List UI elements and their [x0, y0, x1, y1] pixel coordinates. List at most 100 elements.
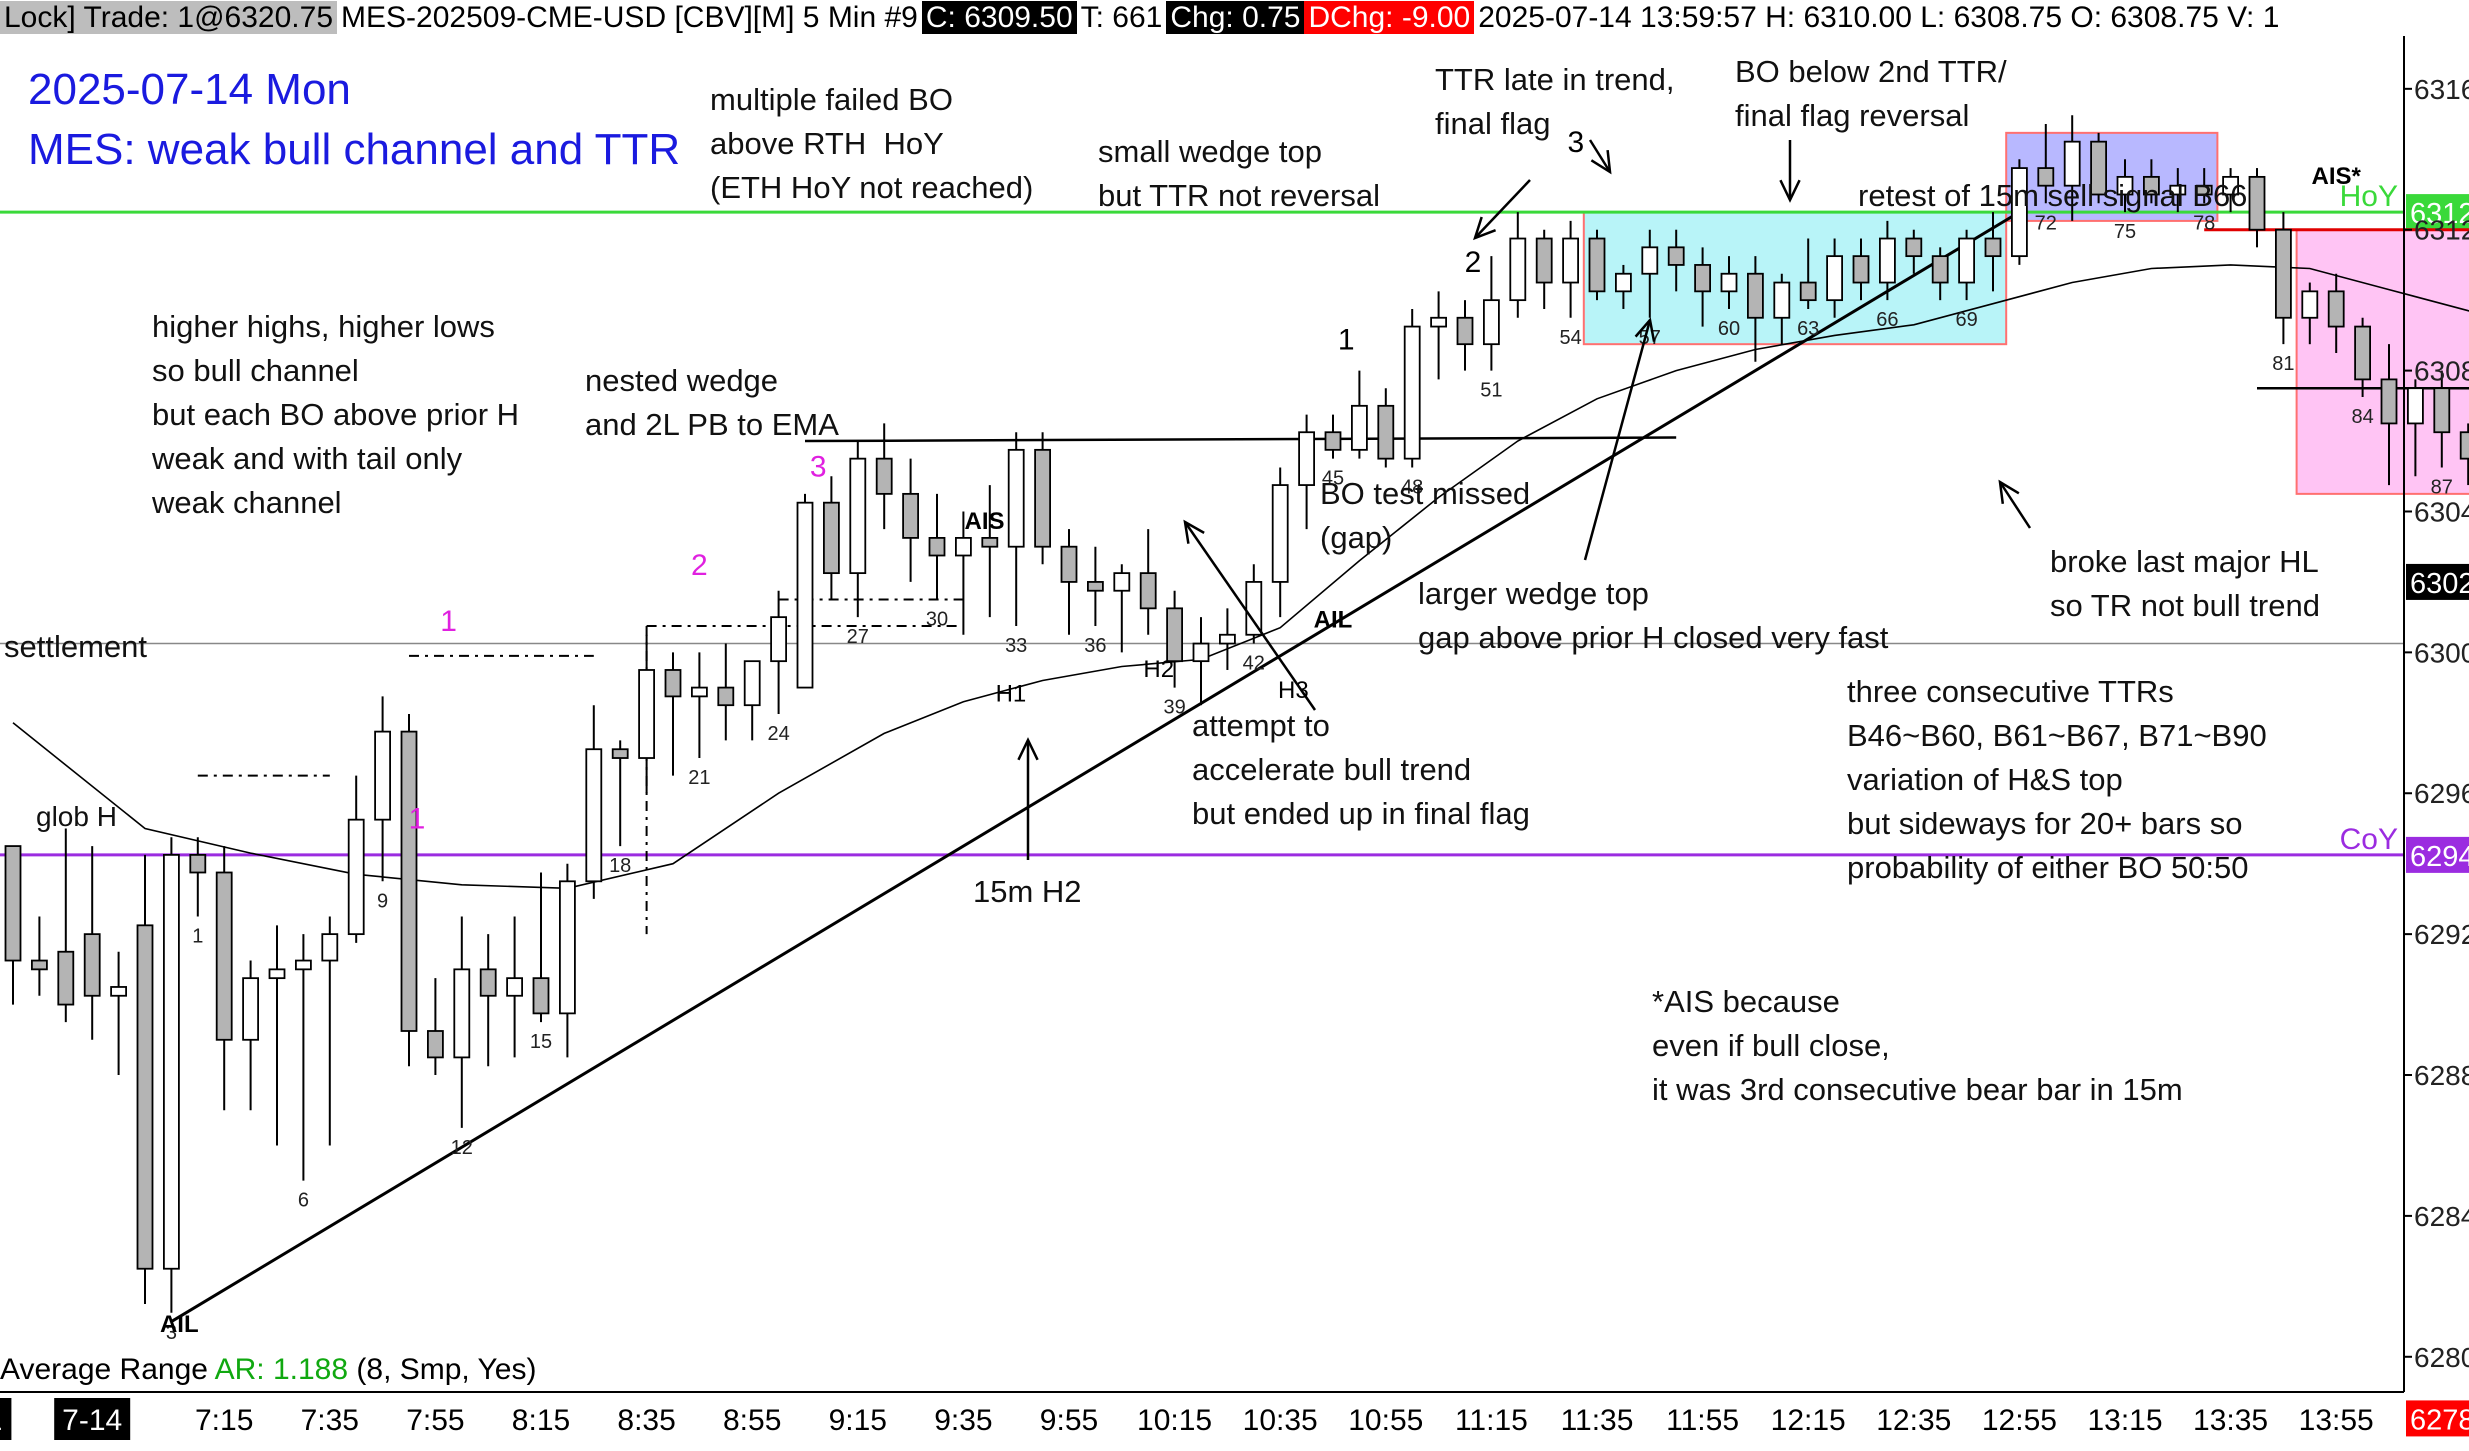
candle [1984, 237, 2002, 258]
indicator-legend: Average Range AR: 1.188 (8, Smp, Yes) [0, 1348, 536, 1392]
candle [2195, 184, 2213, 196]
arrow-attempt-head [1183, 519, 1205, 544]
bar-number-label: 15 [530, 1031, 552, 1053]
leg-label: 3 [810, 450, 827, 483]
candle [1298, 431, 1315, 486]
leg-label: AIL [160, 1311, 199, 1338]
arrow-larger-wedge-head [1634, 317, 1656, 342]
annotation-settlement: settlement [4, 629, 148, 664]
candle [559, 880, 576, 1015]
close-price-badge: C: 6309.50 [921, 1, 1077, 34]
annotation-ttr-late: TTR late in trend, final flag [1435, 62, 1675, 141]
bar-number-label: 72 [2035, 212, 2057, 234]
y-tick-label: 6312 [2414, 215, 2469, 246]
candle [2222, 175, 2240, 196]
x-tick-label: 13:35 [2193, 1404, 2268, 1437]
candle [57, 950, 75, 1006]
arrow-attempt [1183, 521, 1317, 711]
leg-label: 2 [1465, 246, 1482, 279]
arrow-broke-hl-head [1998, 479, 2020, 504]
candle [242, 977, 260, 1041]
candle [1007, 448, 1025, 548]
candle [2037, 167, 2055, 187]
x-tick-label: 10:55 [1348, 1404, 1423, 1437]
candle [189, 853, 207, 874]
candle [1430, 316, 1447, 328]
candle [1271, 484, 1289, 583]
bar-number-label: 87 [2431, 476, 2453, 498]
candle [2459, 431, 2469, 460]
bar-number-label: 3 [166, 1322, 177, 1344]
y-tick-label: 6288 [2414, 1060, 2469, 1091]
price-axis-tag-text: 6278 [2410, 1404, 2469, 1436]
bar-number-label: 1 [192, 926, 203, 948]
candle [1615, 272, 1632, 293]
annotation-failed-bo: multiple failed BO above RTH HoY (ETH Ho… [710, 82, 1034, 205]
x-tick-label: 8:15 [512, 1404, 570, 1437]
candle [1245, 581, 1263, 636]
y-tick-label: 6304 [2414, 496, 2469, 527]
candle [1641, 246, 1659, 275]
candle [981, 536, 999, 548]
annotation-bo-below: BO below 2nd TTR/ final flag reversal [1735, 54, 2007, 133]
quote-header: Lock] Trade: 1@6320.75 MES-202509-CME-USD… [0, 0, 2400, 36]
candle [1509, 237, 1527, 302]
leg-label: H2 [1143, 656, 1174, 683]
ttr-3-box [2295, 228, 2469, 495]
bar-number-label: 69 [1955, 309, 1977, 331]
candle [1879, 237, 1896, 284]
candle [374, 730, 392, 821]
candle [506, 977, 524, 997]
candle [1667, 246, 1685, 266]
candle [717, 686, 735, 707]
bar-number-label: 21 [688, 767, 710, 789]
candle [1483, 299, 1500, 346]
candle [2063, 140, 2081, 187]
candle [1799, 281, 1817, 302]
leg-label: H3 [1278, 677, 1309, 704]
CoY-axis-tag [2406, 836, 2469, 873]
x-tick-label: 12:15 [1771, 1404, 1846, 1437]
candle [2354, 325, 2372, 381]
leg-label: AIL [1314, 607, 1353, 634]
arrow-ttr-late-head [1590, 149, 1612, 175]
annotation-broke-hl: broke last major HL so TR not bull trend [2050, 544, 2320, 623]
bo-level-line [804, 436, 1677, 443]
arrow-ttr-late [1588, 139, 1612, 173]
x-tick-label: 10:35 [1243, 1404, 1318, 1437]
candle [902, 492, 919, 539]
annotation-larger-wedge: larger wedge top gap above prior H close… [1418, 576, 1889, 655]
candle [1060, 545, 1078, 583]
x-tick-highlight [0, 1398, 12, 1440]
x-tick-label: 8:35 [617, 1404, 675, 1437]
candle [30, 959, 48, 971]
ticks-label: T: 661 [1080, 1, 1163, 34]
bar-number-label: 12 [451, 1137, 473, 1159]
x-tick-label: 8:55 [723, 1404, 781, 1437]
x-tick-label: 10:15 [1137, 1404, 1212, 1437]
annotation-small-wedge: small wedge top but TTR not reversal [1098, 134, 1380, 213]
x-tick-label: 7:55 [406, 1404, 464, 1437]
candle [1562, 237, 1579, 284]
bar-number-label: 30 [926, 609, 948, 631]
bar-number-label: 24 [767, 723, 789, 745]
indicator-name: Average Range [0, 1353, 208, 1386]
x-tick-label: 9:55 [1040, 1404, 1098, 1437]
y-tick-label: 6316 [2414, 74, 2469, 105]
candle [400, 730, 418, 1032]
candle [691, 686, 708, 698]
annotation-nested-wedge: nested wedge and 2L PB to EMA [585, 363, 839, 442]
bar-number-label: 18 [609, 855, 631, 877]
annotation-ais-note: *AIS because even if bull close, it was … [1652, 984, 2183, 1107]
candle [2090, 140, 2108, 196]
bull-trend-line [170, 210, 2021, 1323]
arrow-15m-h2-head [1017, 737, 1039, 761]
bar-number-label: 63 [1797, 318, 1819, 340]
HoY-axis-tag-text: 6312 [2410, 198, 2469, 230]
y-tick-label: 6284 [2414, 1201, 2469, 1232]
candle [1747, 272, 1764, 319]
candle [1351, 404, 1368, 451]
annotation-bo-test: BO test missed (gap) [1320, 476, 1531, 555]
